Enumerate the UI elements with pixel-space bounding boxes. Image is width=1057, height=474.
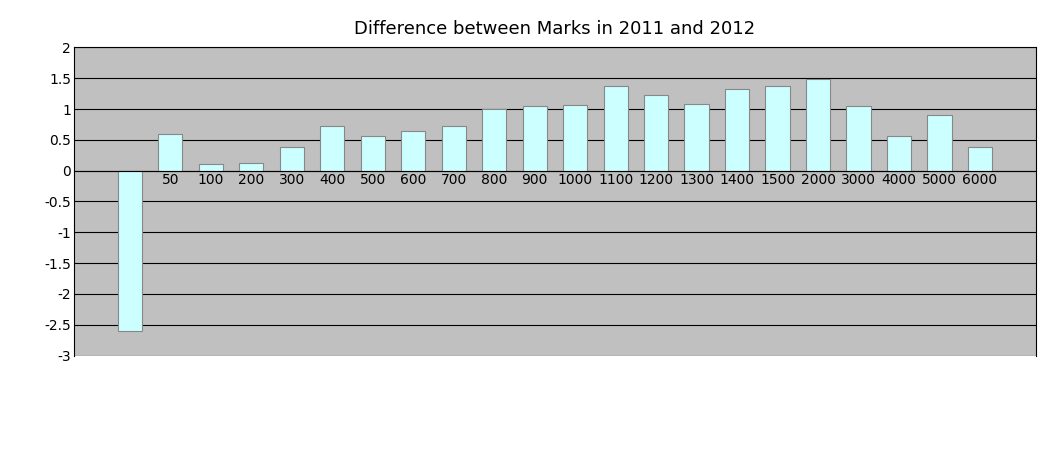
- Bar: [887, 136, 911, 171]
- Bar: [563, 105, 588, 171]
- Bar: [725, 89, 749, 171]
- Bar: [239, 163, 263, 171]
- Bar: [968, 147, 993, 171]
- Bar: [805, 80, 830, 171]
- Bar: [280, 147, 304, 171]
- Title: Difference between Marks in 2011 and 2012: Difference between Marks in 2011 and 201…: [354, 19, 756, 37]
- Bar: [522, 106, 546, 171]
- Bar: [360, 136, 385, 171]
- Bar: [765, 86, 790, 171]
- Bar: [685, 104, 709, 171]
- Bar: [117, 171, 142, 331]
- Bar: [442, 126, 466, 171]
- Bar: [604, 86, 628, 171]
- Bar: [847, 106, 871, 171]
- Bar: [199, 164, 223, 171]
- Bar: [644, 95, 668, 171]
- Bar: [320, 126, 345, 171]
- Bar: [401, 131, 425, 171]
- Bar: [159, 134, 183, 171]
- Bar: [482, 109, 506, 171]
- Bar: [927, 115, 951, 171]
